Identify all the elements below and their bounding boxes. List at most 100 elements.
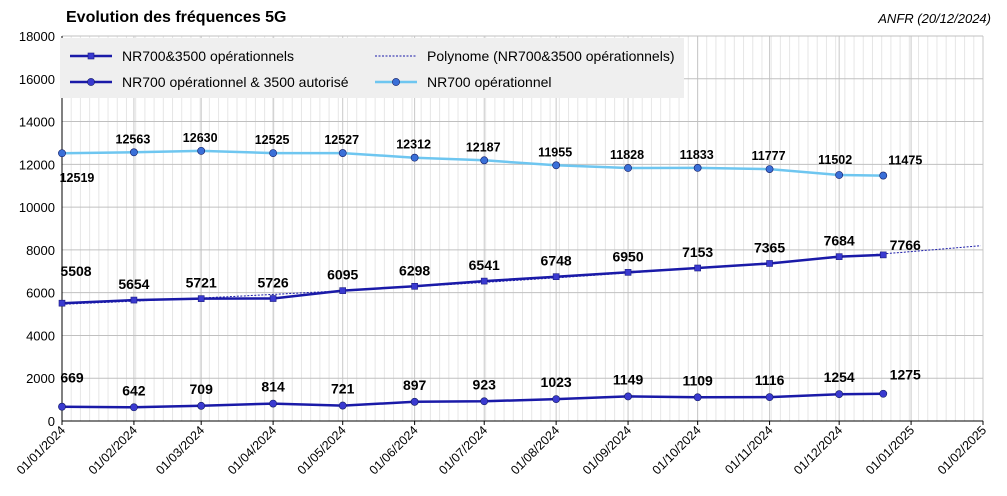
x-tick-label: 01/05/2024: [295, 423, 349, 477]
data-point: [765, 393, 774, 402]
data-point: [879, 171, 888, 180]
chart-title: Evolution des fréquences 5G: [66, 9, 287, 26]
legend-marker: [392, 78, 400, 86]
data-point: [765, 165, 774, 174]
x-tick-label: 01/08/2024: [508, 423, 562, 477]
data-label: 7766: [890, 237, 921, 253]
data-point: [879, 251, 887, 259]
legend: NR700&3500 opérationnels Polynome (NR700&…: [60, 38, 684, 98]
data-label: 642: [122, 382, 146, 398]
minor-gridlines: [61, 36, 984, 421]
data-label: 11828: [610, 148, 644, 162]
data-label: 5654: [118, 276, 149, 292]
data-label: 11475: [888, 154, 922, 168]
x-tick-label: 01/09/2024: [580, 423, 634, 477]
legend-label: Polynome (NR700&3500 opérationnels): [427, 48, 674, 64]
y-tick-label: 14000: [19, 115, 55, 130]
data-point: [693, 393, 702, 402]
x-tick-label: 01/06/2024: [367, 423, 421, 477]
legend-marker: [87, 52, 95, 60]
data-point: [693, 164, 702, 172]
series-3: 669 642 709 814 721 897 923 1023 1149 1109 1116 125…: [58, 367, 921, 412]
data-label: 12630: [183, 131, 218, 145]
data-label: 1254: [824, 369, 855, 385]
y-tick-label: 8000: [26, 243, 55, 258]
y-tick-label: 0: [48, 414, 55, 429]
data-label: 5721: [186, 275, 217, 291]
data-point: [835, 390, 844, 399]
data-point: [197, 401, 206, 410]
series-1: 12519 12563 12630 12525 12527 12312 12187 11955…: [58, 131, 922, 185]
data-point: [766, 260, 773, 267]
data-point: [58, 299, 66, 307]
data-label: 1275: [890, 367, 921, 383]
data-label: 12519: [60, 171, 95, 185]
data-point: [552, 395, 561, 404]
data-point: [130, 148, 138, 157]
data-point: [197, 295, 205, 302]
data-point: [338, 401, 347, 410]
data-label: 12312: [396, 138, 431, 152]
data-point: [624, 269, 632, 276]
data-point: [269, 295, 277, 302]
x-tick-label: 01/11/2024: [722, 423, 776, 477]
data-point: [338, 149, 347, 157]
data-point: [624, 392, 632, 401]
data-label: 11833: [680, 148, 714, 162]
data-label: 6950: [612, 248, 643, 264]
series-line: [61, 392, 884, 409]
chart-source: ANFR (20/12/2024): [878, 11, 991, 26]
data-point: [480, 277, 488, 285]
data-label: 12563: [116, 132, 151, 146]
legend-label: NR700 opérationnel: [427, 74, 552, 90]
data-point: [130, 403, 138, 412]
data-point: [410, 153, 419, 162]
data-point: [269, 149, 278, 158]
data-label: 12527: [324, 133, 359, 147]
data-label: 5508: [60, 263, 91, 279]
data-label: 6298: [399, 262, 430, 278]
data-label: 12525: [255, 133, 290, 147]
x-tick-label: 01/07/2024: [436, 423, 490, 477]
data-point: [339, 287, 347, 294]
x-tick-label: 01/01/2025: [863, 423, 917, 477]
data-label: 814: [261, 379, 285, 395]
data-label: 923: [473, 376, 497, 392]
data-point: [269, 399, 278, 408]
data-point: [197, 146, 206, 155]
x-tick-label: 01/01/2024: [14, 423, 68, 477]
data-label: 669: [60, 370, 84, 386]
y-tick-label: 4000: [26, 328, 55, 343]
x-tick-label: 01/03/2024: [153, 423, 207, 477]
legend-marker: [87, 78, 95, 86]
x-tick-label: 01/12/2024: [791, 423, 845, 477]
data-label: 11955: [538, 145, 572, 159]
data-label: 1116: [755, 372, 785, 388]
data-point: [411, 282, 418, 290]
y-tick-label: 12000: [19, 157, 55, 172]
data-point: [480, 156, 489, 165]
data-label: 7153: [682, 244, 713, 260]
data-point: [552, 161, 561, 170]
x-tick-label: 01/10/2024: [650, 423, 704, 477]
data-point: [552, 273, 560, 280]
data-label: 7684: [824, 233, 855, 249]
y-tick-label: 10000: [19, 200, 55, 215]
data-label: 11777: [752, 149, 786, 163]
legend-box: [60, 38, 684, 98]
legend-item: Polynome (NR700&3500 opérationnels): [375, 48, 674, 64]
data-point: [835, 253, 843, 260]
legend-item: NR700&3500 opérationnels: [70, 48, 294, 64]
legend-label: NR700 opérationnel & 3500 autorisé: [122, 74, 349, 90]
x-tick-label: 01/02/2024: [86, 423, 140, 477]
y-tick-label: 6000: [26, 286, 55, 301]
data-label: 5726: [258, 275, 289, 291]
legend-item: NR700 opérationnel & 3500 autorisé: [70, 74, 349, 90]
data-label: 6748: [541, 253, 572, 269]
data-point: [879, 389, 888, 398]
data-point: [130, 296, 138, 304]
data-label: 721: [331, 381, 355, 397]
legend-label: NR700&3500 opérationnels: [122, 48, 294, 64]
series-2: 5508 5654 5721 5726 6095 6298 6541 6748 6950 7153…: [58, 233, 921, 307]
